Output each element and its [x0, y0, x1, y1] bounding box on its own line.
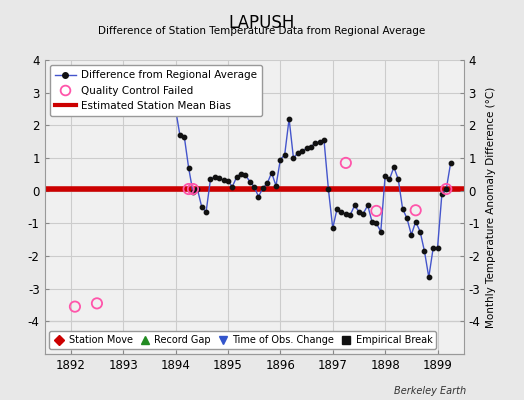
Point [342, 211, 350, 217]
Point [329, 225, 337, 232]
Point [311, 140, 320, 146]
Point [250, 184, 258, 190]
Point [320, 137, 328, 143]
Point [420, 248, 429, 254]
Point [215, 175, 223, 182]
Point [302, 145, 311, 151]
Point [407, 232, 416, 238]
Point [285, 116, 293, 122]
Point [342, 160, 350, 166]
Point [390, 164, 398, 170]
Point [337, 209, 346, 215]
Point [93, 300, 101, 306]
Point [377, 228, 385, 235]
Point [289, 155, 298, 161]
Point [220, 177, 228, 184]
Point [355, 209, 363, 215]
Point [198, 204, 206, 210]
Point [433, 245, 442, 251]
Point [372, 208, 380, 214]
Point [429, 245, 438, 251]
Point [411, 207, 420, 214]
Point [233, 174, 241, 180]
Point [71, 304, 79, 310]
Point [241, 172, 249, 178]
Point [411, 218, 420, 225]
Point [368, 218, 376, 225]
Legend: Station Move, Record Gap, Time of Obs. Change, Empirical Break: Station Move, Record Gap, Time of Obs. C… [49, 331, 436, 349]
Point [416, 228, 424, 235]
Point [442, 186, 451, 192]
Point [184, 186, 193, 192]
Point [315, 138, 324, 145]
Point [280, 152, 289, 158]
Point [228, 184, 236, 190]
Point [438, 191, 446, 197]
Point [206, 176, 215, 182]
Point [184, 165, 193, 171]
Point [176, 132, 184, 138]
Point [189, 189, 197, 196]
Point [359, 210, 367, 217]
Point [267, 170, 276, 176]
Point [224, 178, 232, 184]
Point [298, 148, 307, 155]
Text: Difference of Station Temperature Data from Regional Average: Difference of Station Temperature Data f… [99, 26, 425, 36]
Point [333, 206, 341, 212]
Y-axis label: Monthly Temperature Anomaly Difference (°C): Monthly Temperature Anomaly Difference (… [486, 86, 496, 328]
Point [171, 106, 180, 112]
Text: Berkeley Earth: Berkeley Earth [394, 386, 466, 396]
Point [442, 186, 451, 192]
Point [372, 220, 380, 226]
Point [211, 174, 219, 180]
Point [189, 186, 197, 192]
Point [424, 274, 433, 280]
Point [446, 160, 455, 166]
Point [259, 185, 267, 191]
Text: LAPUSH: LAPUSH [229, 14, 295, 32]
Point [364, 202, 372, 208]
Point [381, 173, 389, 179]
Point [346, 212, 354, 218]
Point [263, 180, 271, 187]
Point [394, 176, 402, 182]
Point [237, 170, 245, 177]
Point [385, 176, 394, 182]
Point [202, 209, 210, 215]
Point [246, 178, 254, 185]
Point [307, 143, 315, 150]
Point [276, 156, 285, 163]
Point [403, 215, 411, 222]
Point [324, 186, 333, 192]
Point [272, 182, 280, 189]
Point [398, 206, 407, 212]
Point [180, 134, 189, 140]
Point [193, 186, 202, 192]
Point [351, 202, 359, 208]
Point [254, 193, 263, 200]
Point [293, 150, 302, 156]
